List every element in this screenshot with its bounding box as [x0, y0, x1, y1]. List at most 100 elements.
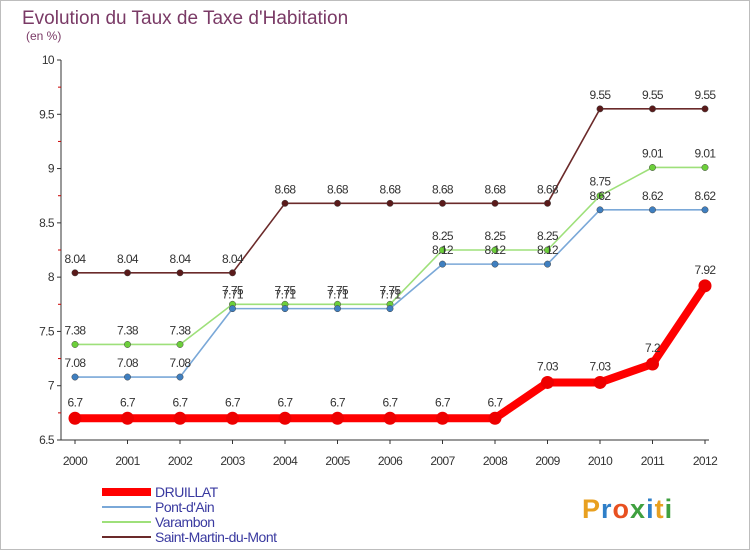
data-point-varambon: [71, 341, 79, 348]
logo-letter: i: [646, 494, 655, 524]
data-point-pont-d-ain: [71, 373, 79, 381]
data-label-saint-martin-du-mont: 8.04: [222, 252, 244, 266]
data-point-druillat: [278, 411, 292, 425]
y-tick-label: 6.5: [39, 433, 55, 447]
data-point-saint-martin-du-mont: [649, 105, 656, 113]
data-point-saint-martin-du-mont: [386, 199, 394, 207]
logo-letter: t: [655, 494, 665, 524]
data-label-saint-martin-du-mont: 9.55: [590, 88, 612, 102]
x-tick-label: 2012: [693, 454, 718, 468]
data-point-druillat: [436, 411, 449, 425]
data-label-varambon: 7.38: [170, 323, 192, 337]
logo-letter: o: [613, 494, 631, 524]
data-label-saint-martin-du-mont: 9.55: [695, 88, 717, 102]
x-tick-label: 2005: [325, 454, 350, 468]
data-label-druillat: 6.7: [173, 395, 189, 409]
data-label-druillat: 7.03: [590, 359, 612, 373]
data-label-pont-d-ain: 7.71: [380, 288, 402, 302]
data-point-pont-d-ain: [491, 260, 499, 268]
x-tick-label: 2001: [115, 454, 140, 468]
data-label-druillat: 7.2: [645, 341, 661, 355]
logo-letter: r: [601, 494, 613, 524]
x-tick-label: 2009: [535, 454, 560, 468]
data-label-varambon: 8.75: [590, 175, 612, 189]
data-label-varambon: 7.75: [327, 283, 349, 297]
data-label-varambon: 7.75: [222, 283, 244, 297]
data-labels: 8.04 8.04 8.04 8.04 8.68 8.68 8.68 8.68 8.68 8.68…: [65, 88, 717, 409]
x-tick-label: 2010: [588, 454, 613, 468]
data-label-druillat: 7.92: [695, 263, 717, 277]
proxiti-logo: Proxiti: [582, 494, 673, 524]
data-point-saint-martin-du-mont: [176, 269, 184, 277]
legend-label-varambon: Varambon: [155, 514, 215, 530]
x-tick-label: 2002: [168, 454, 193, 468]
data-label-druillat: 6.7: [383, 395, 399, 409]
legend-label-pont-d-ain: Pont-d'Ain: [155, 499, 214, 515]
data-point-saint-martin-du-mont: [439, 199, 446, 207]
y-tick-label: 9: [48, 162, 55, 176]
data-point-pont-d-ain: [596, 206, 604, 214]
data-point-pont-d-ain: [229, 305, 236, 313]
data-point-varambon: [649, 164, 656, 171]
data-point-pont-d-ain: [649, 206, 656, 214]
data-label-saint-martin-du-mont: 8.68: [380, 182, 402, 196]
data-label-pont-d-ain: 8.62: [590, 189, 612, 203]
data-point-saint-martin-du-mont: [491, 199, 499, 207]
legend: DRUILLATPont-d'AinVarambonSaint-Martin-d…: [102, 484, 278, 545]
data-point-saint-martin-du-mont: [544, 199, 551, 207]
x-tick-label: 2011: [641, 454, 665, 468]
data-label-varambon: 8.25: [432, 229, 454, 243]
data-point-varambon: [439, 246, 446, 254]
data-label-pont-d-ain: 7.71: [327, 288, 349, 302]
data-label-saint-martin-du-mont: 8.04: [65, 252, 87, 266]
data-label-pont-d-ain: 7.08: [117, 356, 139, 370]
data-label-druillat: 6.7: [488, 395, 504, 409]
data-label-pont-d-ain: 7.71: [222, 288, 244, 302]
data-label-druillat: 6.7: [278, 395, 294, 409]
logo-letter: P: [582, 494, 601, 524]
data-point-saint-martin-du-mont: [281, 199, 289, 207]
data-point-saint-martin-du-mont: [334, 199, 341, 207]
y-tick-label: 8: [48, 270, 55, 284]
y-tick-label: 7: [48, 379, 55, 393]
chart-subtitle: (en %): [26, 29, 61, 43]
data-label-druillat: 6.7: [68, 395, 84, 409]
data-point-saint-martin-du-mont: [229, 269, 236, 277]
data-point-druillat: [331, 411, 344, 425]
data-label-saint-martin-du-mont: 8.68: [537, 182, 559, 196]
data-point-druillat: [68, 411, 82, 425]
x-tick-label: 2006: [378, 454, 403, 468]
data-label-varambon: 7.75: [380, 283, 402, 297]
data-label-varambon: 8.25: [537, 229, 559, 243]
x-tick-label: 2008: [483, 454, 508, 468]
data-label-pont-d-ain: 8.12: [537, 243, 559, 257]
data-point-druillat: [593, 375, 607, 389]
data-point-varambon: [176, 341, 184, 348]
legend-label-druillat: DRUILLAT: [155, 484, 219, 500]
data-label-saint-martin-du-mont: 8.68: [327, 182, 349, 196]
data-point-pont-d-ain: [124, 373, 131, 381]
data-point-pont-d-ain: [439, 260, 446, 268]
data-label-pont-d-ain: 8.12: [432, 243, 454, 257]
data-label-pont-d-ain: 8.62: [642, 189, 664, 203]
data-label-saint-martin-du-mont: 8.68: [432, 182, 454, 196]
chart-title: Evolution du Taux de Taxe d'Habitation: [22, 8, 348, 29]
data-label-varambon: 7.75: [275, 283, 297, 297]
legend-label-saint-martin-du-mont: Saint-Martin-du-Mont: [155, 529, 277, 545]
data-label-varambon: 9.01: [695, 146, 717, 160]
data-point-varambon: [544, 246, 551, 254]
data-point-pont-d-ain: [281, 305, 289, 313]
data-label-druillat: 7.03: [537, 359, 559, 373]
data-point-pont-d-ain: [386, 305, 394, 313]
data-point-varambon: [124, 341, 131, 348]
data-label-pont-d-ain: 7.71: [275, 288, 297, 302]
data-label-druillat: 6.7: [330, 395, 346, 409]
data-point-pont-d-ain: [701, 206, 709, 214]
data-point-druillat: [541, 375, 554, 389]
y-tick-label: 8.5: [39, 216, 55, 230]
y-tick-label: 10: [42, 53, 55, 67]
data-label-varambon: 7.38: [117, 323, 139, 337]
x-tick-label: 2003: [220, 454, 245, 468]
data-point-druillat: [121, 411, 134, 425]
